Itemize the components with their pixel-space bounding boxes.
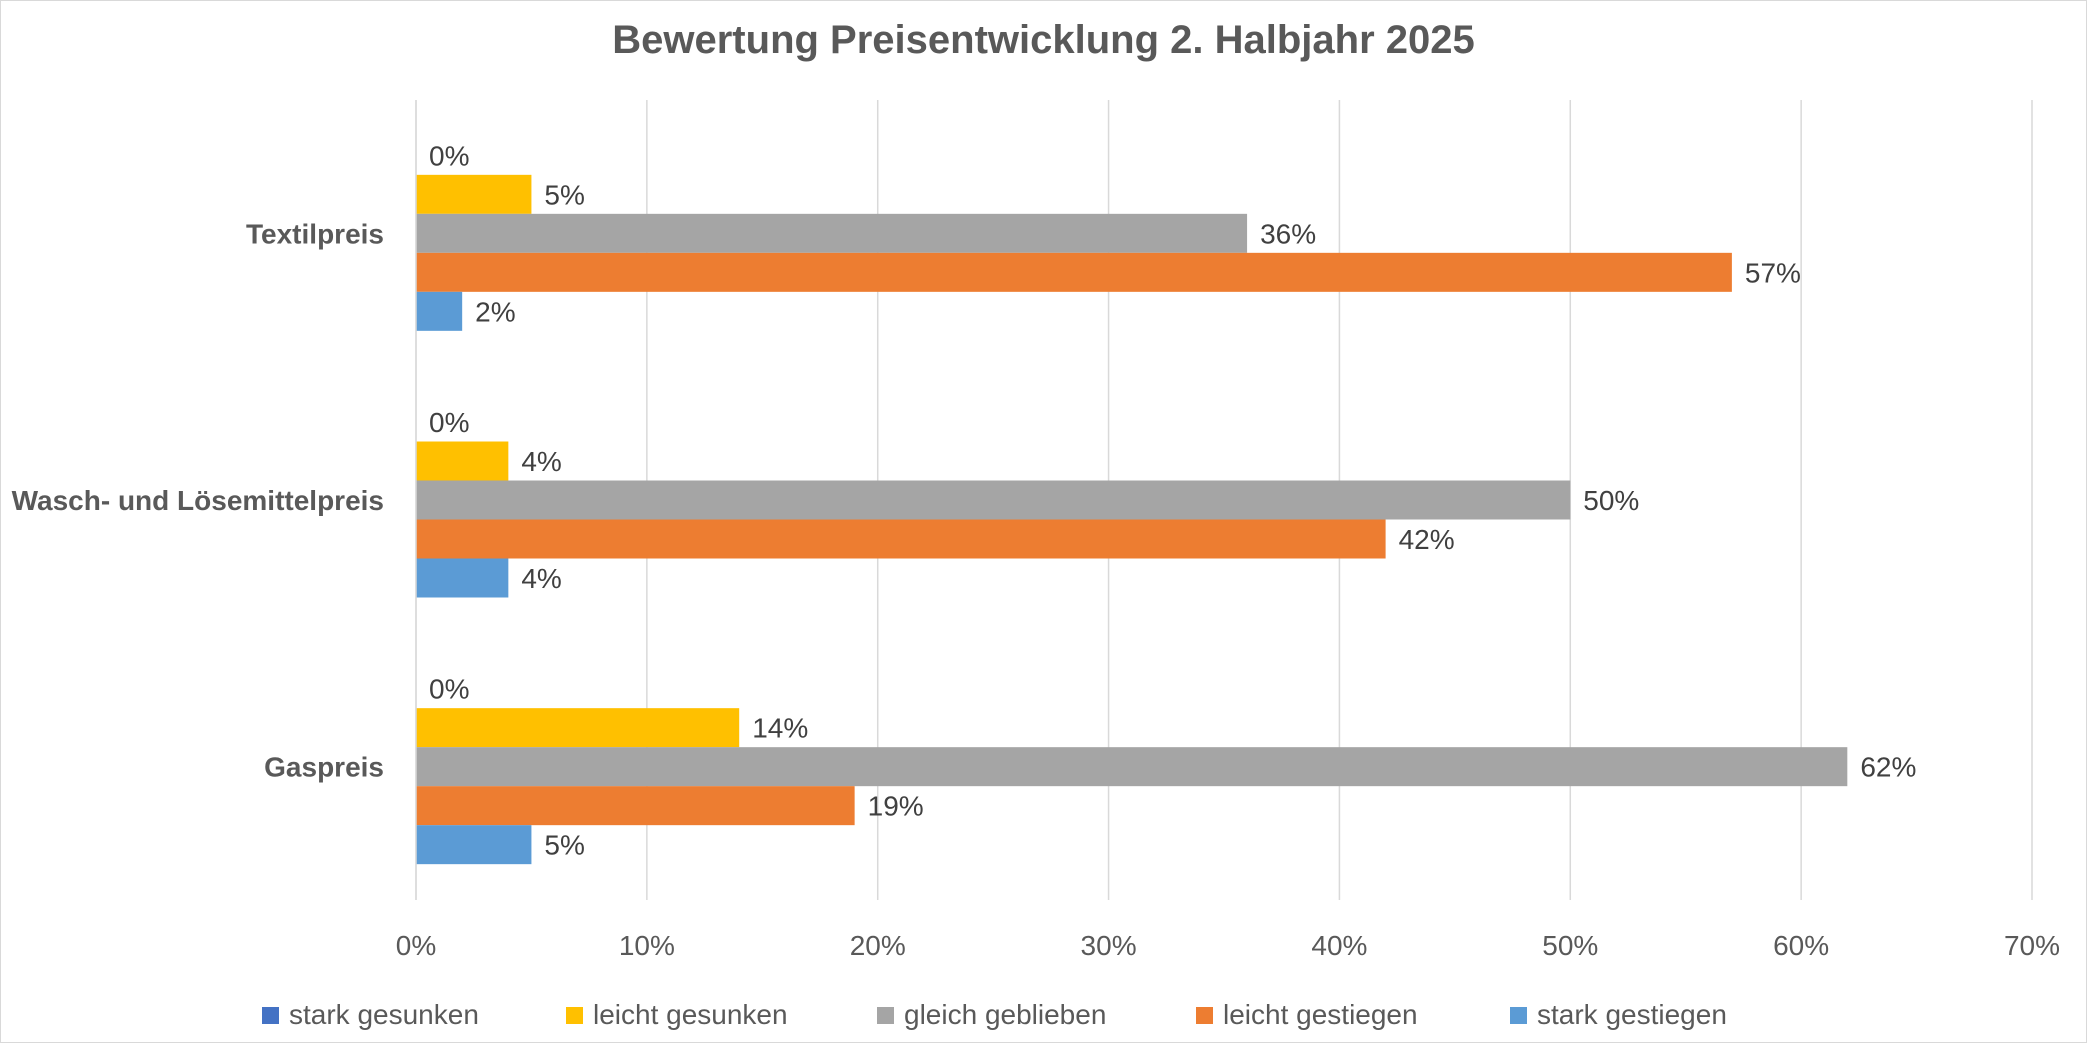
data-label: 50% [1583,485,1639,516]
x-tick-label: 50% [1542,930,1598,961]
bar [416,480,1571,520]
legend-item: leicht gesunken [566,990,788,1040]
bar [416,252,1732,292]
bar [416,213,1248,253]
data-label: 62% [1860,752,1916,783]
x-tick-label: 0% [396,930,436,961]
data-label: 0% [429,140,469,171]
legend-label: leicht gestiegen [1223,999,1418,1030]
category-label: Gaspreis [264,752,384,783]
data-labels: 0% 5% 36% 57% 2% 0% 4% 50% 42% 4% 0% 14% 62% 19% 5% [429,140,1916,860]
legend-label: stark gesunken [289,999,479,1030]
data-label: 42% [1399,524,1455,555]
chart-title: Bewertung Preisentwicklung 2. Halbjahr 2… [612,18,1475,62]
bar [416,558,509,598]
legend-item: gleich geblieben [877,990,1106,1040]
legend: stark gesunken leicht gesunken gleich gebl… [0,990,2087,1040]
legend-swatch [1510,1006,1527,1024]
data-label: 0% [429,407,469,438]
legend-swatch [1196,1006,1213,1024]
data-label: 4% [521,563,561,594]
legend-label: leicht gesunken [593,999,788,1030]
x-tick-label: 20% [850,930,906,961]
legend-item: stark gesunken [262,990,479,1040]
legend-swatch [566,1006,583,1024]
bar [416,825,532,865]
legend-swatch [877,1006,894,1024]
data-label: 2% [475,296,515,327]
data-label: 5% [544,830,584,861]
bar [416,441,509,481]
bar [416,708,740,748]
x-tick-label: 40% [1311,930,1367,961]
legend-label: stark gestiegen [1537,999,1727,1030]
legend-label: gleich geblieben [904,999,1107,1030]
data-label: 19% [868,791,924,822]
x-tick-label: 30% [1081,930,1137,961]
data-label: 57% [1745,257,1801,288]
data-label: 36% [1260,218,1316,249]
bar [416,519,1386,559]
legend-swatch [262,1006,279,1024]
category-label: Textilpreis [246,218,384,249]
legend-item: leicht gestiegen [1196,990,1418,1040]
bar [416,747,1848,787]
bar [416,786,855,826]
bar [416,291,463,331]
legend-item: stark gestiegen [1510,990,1727,1040]
x-tick-label: 60% [1773,930,1829,961]
data-label: 14% [752,713,808,744]
bar [416,174,532,214]
data-label: 0% [429,674,469,705]
data-label: 4% [521,446,561,477]
axes: 0% 10% 20% 30% 40% 50% 60% 70% Textilpreis Wasch-… [12,100,2060,961]
bars [416,174,1848,865]
data-label: 5% [544,179,584,210]
x-tick-label: 70% [2004,930,2060,961]
category-label: Wasch- und Lösemittelpreis [12,485,384,516]
x-tick-label: 10% [619,930,675,961]
